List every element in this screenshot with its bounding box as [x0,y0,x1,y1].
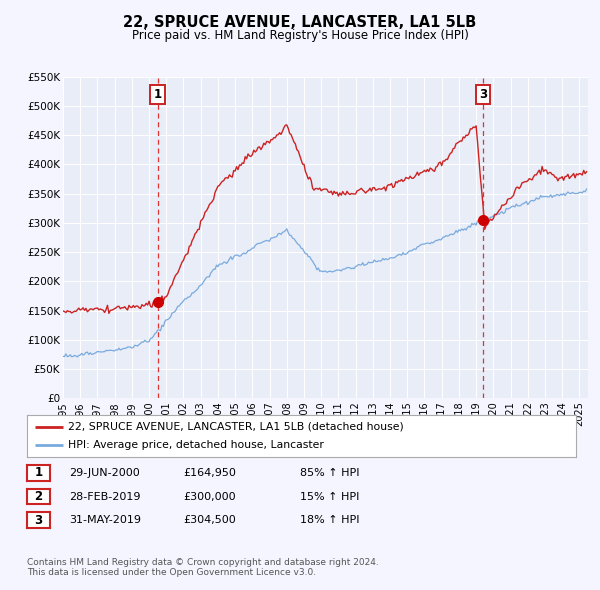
Text: 3: 3 [479,88,487,101]
Text: 3: 3 [34,513,43,527]
Text: 29-JUN-2000: 29-JUN-2000 [69,468,140,478]
Text: 22, SPRUCE AVENUE, LANCASTER, LA1 5LB (detached house): 22, SPRUCE AVENUE, LANCASTER, LA1 5LB (d… [68,422,404,432]
Text: 28-FEB-2019: 28-FEB-2019 [69,492,140,502]
Text: Contains HM Land Registry data © Crown copyright and database right 2024.
This d: Contains HM Land Registry data © Crown c… [27,558,379,577]
Text: £304,500: £304,500 [183,516,236,525]
Text: 15% ↑ HPI: 15% ↑ HPI [300,492,359,502]
Text: 1: 1 [154,88,161,101]
Text: 85% ↑ HPI: 85% ↑ HPI [300,468,359,478]
Text: 1: 1 [34,466,43,480]
Text: £300,000: £300,000 [183,492,236,502]
Text: Price paid vs. HM Land Registry's House Price Index (HPI): Price paid vs. HM Land Registry's House … [131,30,469,42]
Text: £164,950: £164,950 [183,468,236,478]
Text: 31-MAY-2019: 31-MAY-2019 [69,516,141,525]
Text: 22, SPRUCE AVENUE, LANCASTER, LA1 5LB: 22, SPRUCE AVENUE, LANCASTER, LA1 5LB [124,15,476,30]
Text: 18% ↑ HPI: 18% ↑ HPI [300,516,359,525]
Text: HPI: Average price, detached house, Lancaster: HPI: Average price, detached house, Lanc… [68,440,324,450]
Text: 2: 2 [34,490,43,503]
